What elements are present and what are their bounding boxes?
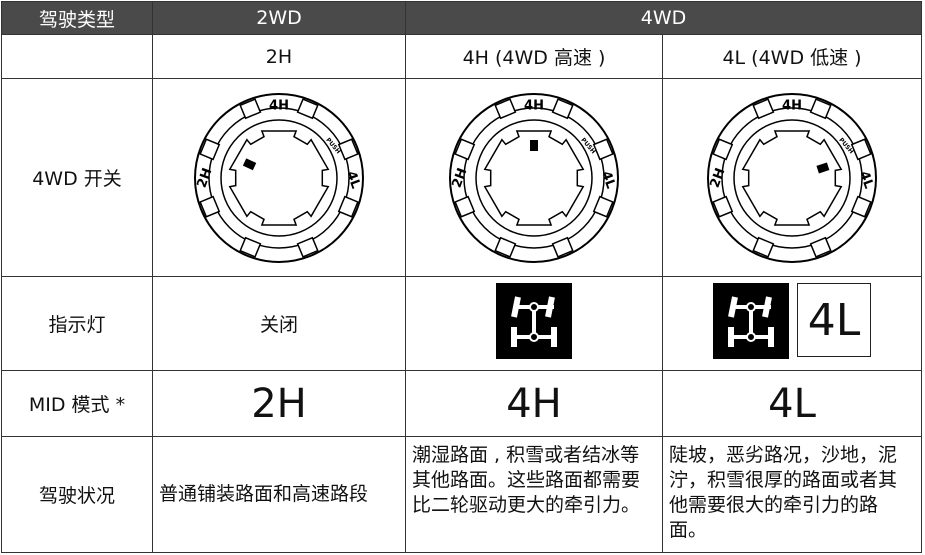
ring-tab: [199, 137, 221, 160]
knob-label: 4L: [598, 169, 618, 190]
ring-tab: [712, 137, 734, 160]
4wd-icon: [496, 283, 572, 364]
header-cell: 2WD: [152, 1, 406, 35]
knob-label: 2H: [708, 166, 729, 190]
dial: [220, 118, 338, 237]
hub: [529, 332, 539, 342]
dial-grip: [228, 129, 330, 226]
outer-ring: [194, 92, 364, 263]
indicator-cell: [405, 276, 663, 371]
ring-tab: [712, 195, 734, 218]
ring-tab: [551, 236, 574, 258]
dial: [475, 118, 593, 237]
knob-cell: 4H 2H PUSH 4L: [405, 78, 663, 277]
condition-text: 潮湿路面 , 积雪或者结冰等其他路面。这些路面都需要比二轮驱动更大的牵引力。: [405, 436, 663, 553]
icon: [713, 283, 789, 359]
knob-label: 4L: [856, 169, 876, 190]
empty-cell: [1, 34, 153, 79]
ring-tab: [809, 97, 832, 119]
mid-row: MID 模式 * 2H 4H 4L: [1, 370, 922, 437]
ring-tab: [494, 236, 517, 258]
ring-tab: [752, 97, 775, 119]
mid-value: 4H: [405, 370, 663, 437]
header-row: 驾驶类型 2WD 4WD: [1, 1, 922, 35]
knob-label: 2H: [450, 166, 471, 190]
knob-label: 4H: [269, 98, 289, 113]
ring-tab: [592, 137, 614, 160]
ring-tab: [494, 97, 517, 119]
row-label: MID 模式 *: [1, 370, 153, 437]
mode-cell: 2H: [152, 34, 406, 79]
4l-icon: 4L: [797, 283, 871, 357]
row-label: 驾驶状况: [1, 436, 153, 553]
outer-ring: [707, 92, 877, 263]
position-marker: [530, 139, 538, 151]
ring-tab: [850, 137, 872, 160]
front-wheels: [728, 296, 772, 318]
outer-ring: [449, 92, 619, 263]
ring-tab: [592, 195, 614, 218]
condition-text: 陡坡，恶劣路况，沙地，泥泞，积雪很厚的路面或者其他需要很大的牵引力的路面。: [662, 436, 922, 553]
mid-value: 4L: [662, 370, 922, 437]
icon: [496, 283, 572, 359]
ring-tab: [551, 97, 574, 119]
switch-row: 4WD 开关 4H 2H PUSH 4L 4H 2H PUSH 4L 4H 2H PUSH 4L: [1, 78, 922, 277]
ring-tab: [239, 236, 262, 258]
ring-tab: [337, 137, 359, 160]
label-ring: [463, 106, 605, 249]
dial-grip: [483, 129, 585, 226]
knob-cell: 4H 2H PUSH 4L: [662, 78, 922, 277]
indicator-cell: 4L: [662, 276, 922, 371]
header-cell: 驾驶类型: [1, 1, 153, 35]
knob-label: 4H: [524, 98, 544, 113]
knob-label: 2H: [195, 166, 216, 190]
ring-tab: [296, 97, 319, 119]
hub: [746, 332, 756, 342]
4wd-icon: [713, 283, 789, 364]
ring-tab: [752, 236, 775, 258]
ring-tab: [337, 195, 359, 218]
hub: [746, 302, 756, 312]
mid-value: 2H: [152, 370, 406, 437]
indicator-row: 指示灯 关闭 4L: [1, 276, 922, 371]
dial: [733, 118, 851, 237]
rear-wheels: [728, 327, 774, 347]
rear-wheels: [511, 327, 557, 347]
row-label: 指示灯: [1, 276, 153, 371]
ring-tab: [239, 97, 262, 119]
ring-tab: [454, 195, 476, 218]
ring-tab: [296, 236, 319, 258]
label-ring: [721, 106, 863, 249]
position-marker: [816, 161, 830, 173]
row-label: 4WD 开关: [1, 78, 153, 277]
hub: [529, 302, 539, 312]
position-marker: [242, 157, 257, 170]
mode-row: 2H 4H (4WD 高速 ) 4L (4WD 低速 ): [1, 34, 922, 79]
ring-tab: [850, 195, 872, 218]
mode-cell: 4H (4WD 高速 ): [405, 34, 663, 79]
knob-cell: 4H 2H PUSH 4L: [152, 78, 406, 277]
condition-text: 普通铺装路面和高速路段: [152, 436, 406, 553]
label-ring: [208, 106, 350, 249]
dial-grip: [741, 129, 843, 226]
indicator-off: 关闭: [152, 276, 406, 371]
ring-tab: [809, 236, 832, 258]
ring-tab: [454, 137, 476, 160]
header-cell: 4WD: [405, 1, 922, 35]
knob-label: 4L: [343, 169, 363, 190]
ring-tab: [199, 195, 221, 218]
knob-label: 4H: [782, 98, 802, 113]
condition-row: 驾驶状况 普通铺装路面和高速路段 潮湿路面 , 积雪或者结冰等其他路面。这些路面…: [1, 436, 922, 553]
front-wheels: [511, 296, 555, 318]
mode-cell: 4L (4WD 低速 ): [662, 34, 922, 79]
